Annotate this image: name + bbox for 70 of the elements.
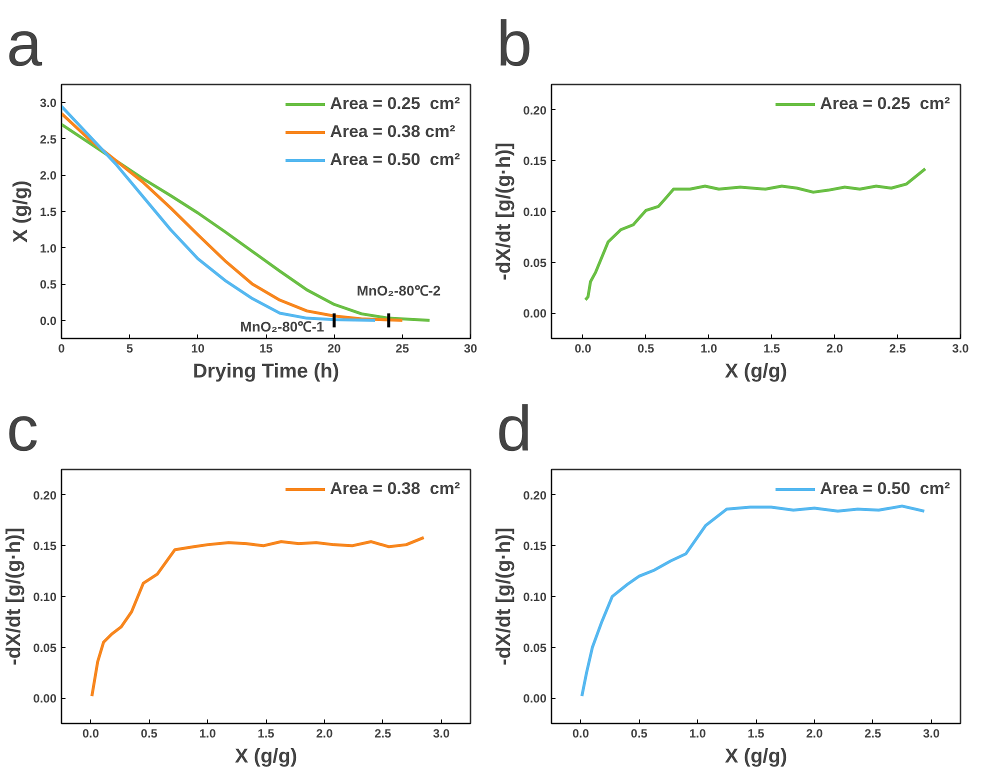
x-tick-label: 0 [58,342,66,356]
x-tick-label: 1.5 [748,726,765,740]
y-tick-label: 0.20 [523,103,547,118]
legend-label: Area = 0.25 cm² [820,94,950,114]
annotation: MnO₂-80℃-2 [356,282,441,298]
y-axis-title: -dX/dt [g/(g·h)] [3,528,26,666]
y-axis-title: X (g/g) [10,180,32,243]
x-tick-label: 1.0 [689,726,706,740]
y-axis-title: -dX/dt [g/(g·h)] [493,528,516,666]
x-tick-label: 2.5 [889,342,906,356]
y-tick-label: 0.05 [523,640,547,655]
x-tick-label: 30 [464,342,478,356]
y-tick-label: 2.0 [40,168,57,183]
legend-label: Area = 0.38 cm² [330,479,460,499]
y-tick-label: 0.00 [523,692,547,706]
y-tick-label: 0.10 [33,590,57,604]
y-tick-label: 0.05 [33,640,57,655]
x-axis-title: X (g/g) [234,746,298,768]
x-tick-label: 1.0 [199,726,216,740]
x-tick-label: 0.0 [82,726,100,740]
y-tick-label: 0.5 [40,278,57,292]
y-tick-label: 1.0 [40,241,57,256]
x-axis-title: X (g/g) [724,360,788,382]
y-tick-label: 1.5 [40,205,57,219]
x-tick-label: 5 [126,342,134,356]
x-tick-label: 3.0 [952,342,970,356]
x-tick-label: 1.0 [700,342,718,356]
legend-label: Area = 0.50 cm² [330,150,460,170]
x-axis-title: X (g/g) [724,746,788,768]
annotation: MnO₂-80℃-1 [240,318,324,334]
y-tick-label: 0.05 [523,256,547,270]
y-tick-label: 2.5 [40,132,57,146]
y-tick-label: 0.10 [523,590,547,604]
y-tick-label: 3.0 [40,96,57,110]
y-axis-title: -dX/dt [g/(g·h)] [493,142,516,280]
x-tick-label: 2.0 [316,726,334,740]
legend-label: Area = 0.38 cm² [330,122,456,142]
x-tick-label: 25 [396,342,410,356]
chart-title: c [6,392,38,464]
x-tick-label: 2.5 [864,726,882,740]
x-tick-label: 2.5 [374,726,392,740]
legend-label: Area = 0.25 cm² [330,94,460,114]
x-tick-label: 0.5 [638,342,655,356]
y-tick-label: 0.20 [523,488,547,502]
y-tick-label: 0.15 [523,154,547,168]
x-axis-title: Drying Time (h) [192,360,340,382]
x-tick-label: 15 [259,342,273,356]
chart-title: b [496,8,532,80]
x-tick-label: 1.5 [258,726,275,740]
y-tick-label: 0.15 [33,539,57,554]
x-tick-label: 2.0 [806,726,824,740]
y-tick-label: 0.15 [523,539,547,554]
chart-title: d [496,392,532,464]
x-tick-label: 2.0 [826,342,844,356]
x-tick-label: 1.5 [763,342,780,356]
x-tick-label: 3.0 [432,726,450,740]
x-tick-label: 0.5 [140,726,158,740]
y-tick-label: 0.00 [33,692,57,706]
x-tick-label: 3.0 [922,726,940,740]
y-tick-label: 0.10 [523,205,547,219]
x-tick-label: 0.0 [572,726,590,740]
y-tick-label: 0.20 [33,488,57,502]
x-tick-label: 0.5 [630,726,648,740]
x-tick-label: 10 [191,342,205,356]
y-tick-label: 0.00 [523,306,547,321]
chart-title: a [6,8,42,80]
y-tick-label: 0.0 [40,314,57,328]
legend-label: Area = 0.50 cm² [820,479,950,499]
x-tick-label: 0.0 [574,342,592,356]
x-tick-label: 20 [327,342,342,356]
